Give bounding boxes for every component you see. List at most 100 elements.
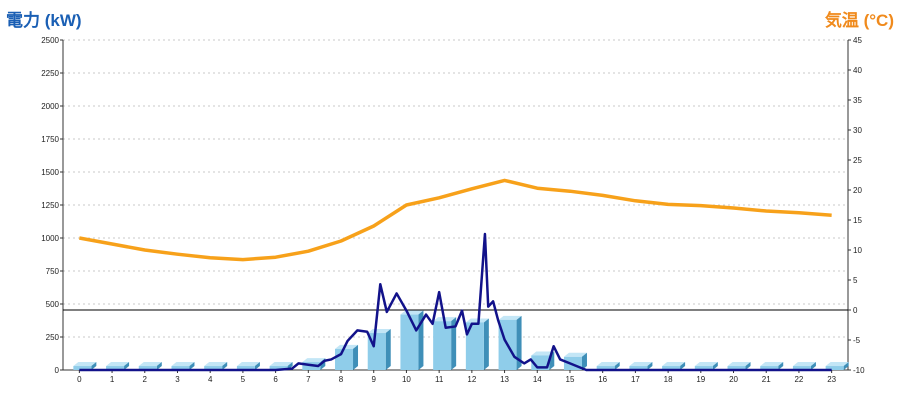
right-tick-label: 15 bbox=[853, 216, 862, 225]
x-tick-label: 17 bbox=[631, 375, 640, 384]
left-tick-label: 1000 bbox=[41, 234, 59, 243]
left-tick-label: 1500 bbox=[41, 168, 59, 177]
power-bar-side bbox=[156, 362, 162, 370]
left-tick-label: 1750 bbox=[41, 135, 59, 144]
power-bar-side bbox=[843, 362, 849, 370]
x-tick-label: 0 bbox=[77, 375, 82, 384]
power-bar bbox=[171, 366, 190, 370]
x-tick-label: 9 bbox=[372, 375, 377, 384]
power-bar-top bbox=[465, 318, 489, 323]
power-bar bbox=[662, 366, 681, 370]
power-bar-side bbox=[353, 344, 359, 370]
power-bar-side bbox=[124, 362, 130, 370]
x-tick-label: 11 bbox=[435, 375, 444, 384]
power-bar-side bbox=[91, 362, 97, 370]
power-bar-side bbox=[189, 362, 195, 370]
power-bar-top bbox=[138, 362, 162, 367]
power-bar-top bbox=[171, 362, 195, 367]
right-tick-label: 45 bbox=[853, 36, 862, 45]
power-bar-side bbox=[745, 362, 751, 370]
power-bar-side bbox=[451, 317, 457, 370]
right-tick-label: 20 bbox=[853, 186, 862, 195]
power-bar bbox=[204, 366, 223, 370]
power-bar bbox=[760, 366, 779, 370]
left-tick-label: 500 bbox=[46, 300, 60, 309]
x-tick-label: 20 bbox=[729, 375, 738, 384]
x-tick-label: 16 bbox=[598, 375, 607, 384]
power-bar-top bbox=[727, 362, 751, 367]
power-line bbox=[79, 232, 832, 372]
x-tick-label: 4 bbox=[208, 375, 213, 384]
power-bar-top bbox=[498, 315, 522, 320]
power-bar bbox=[138, 366, 157, 370]
x-tick-label: 3 bbox=[175, 375, 180, 384]
power-bar bbox=[433, 321, 452, 370]
power-bar-top bbox=[792, 362, 816, 367]
power-bar-side bbox=[385, 329, 391, 370]
power-bar-top bbox=[662, 362, 686, 367]
power-bar-top bbox=[629, 362, 653, 367]
power-bar-side bbox=[778, 362, 784, 370]
right-tick-label: 10 bbox=[853, 246, 862, 255]
power-bar-top bbox=[694, 362, 718, 367]
x-tick-label: 21 bbox=[762, 375, 771, 384]
x-tick-label: 7 bbox=[306, 375, 311, 384]
power-bar bbox=[727, 366, 746, 370]
power-bar-top bbox=[531, 351, 555, 356]
power-bar-top bbox=[563, 352, 587, 357]
left-tick-label: 250 bbox=[46, 333, 60, 342]
power-bar-side bbox=[581, 352, 587, 370]
power-bar-side bbox=[483, 318, 489, 370]
power-bar-side bbox=[810, 362, 816, 370]
power-bar bbox=[465, 322, 484, 370]
power-bar bbox=[400, 314, 419, 370]
left-tick-label: 2250 bbox=[41, 69, 59, 78]
power-bar-side bbox=[712, 362, 718, 370]
power-bar-side bbox=[680, 362, 686, 370]
x-tick-label: 8 bbox=[339, 375, 344, 384]
power-bar-side bbox=[647, 362, 653, 370]
right-tick-label: 5 bbox=[853, 276, 858, 285]
right-tick-label: 25 bbox=[853, 156, 862, 165]
right-tick-label: 0 bbox=[853, 306, 858, 315]
power-bar-top bbox=[760, 362, 784, 367]
power-bar-top bbox=[106, 362, 130, 367]
right-tick-label: 30 bbox=[853, 126, 862, 135]
right-axis-title: 気温 (°C) bbox=[824, 11, 894, 30]
power-bar bbox=[629, 366, 648, 370]
right-tick-label: -5 bbox=[853, 336, 861, 345]
x-tick-label: 18 bbox=[664, 375, 673, 384]
power-bar bbox=[106, 366, 125, 370]
power-bar bbox=[596, 366, 615, 370]
x-tick-label: 15 bbox=[566, 375, 575, 384]
power-bar-side bbox=[614, 362, 620, 370]
x-tick-label: 10 bbox=[402, 375, 411, 384]
x-tick-label: 5 bbox=[241, 375, 246, 384]
power-bar-side bbox=[222, 362, 228, 370]
left-tick-label: 0 bbox=[55, 366, 60, 375]
power-bar-top bbox=[204, 362, 228, 367]
left-tick-label: 2500 bbox=[41, 36, 59, 45]
temperature-line bbox=[79, 178, 832, 262]
left-tick-label: 750 bbox=[46, 267, 60, 276]
power-bar-side bbox=[254, 362, 260, 370]
x-tick-label: 12 bbox=[467, 375, 476, 384]
x-tick-label: 14 bbox=[533, 375, 542, 384]
power-bar bbox=[335, 348, 354, 370]
right-tick-label: -10 bbox=[853, 366, 865, 375]
power-bar-top bbox=[302, 358, 326, 363]
power-bar-top bbox=[825, 362, 849, 367]
power-bar bbox=[694, 366, 713, 370]
right-tick-label: 35 bbox=[853, 96, 862, 105]
power-bar bbox=[825, 366, 844, 370]
x-tick-label: 23 bbox=[827, 375, 836, 384]
power-bar bbox=[792, 366, 811, 370]
power-bar bbox=[269, 366, 288, 370]
right-tick-label: 40 bbox=[853, 66, 862, 75]
power-bar-top bbox=[269, 362, 293, 367]
power-bar-top bbox=[73, 362, 97, 367]
x-tick-label: 19 bbox=[696, 375, 705, 384]
left-axis-title: 電力 (kW) bbox=[6, 11, 82, 30]
power-bar-top bbox=[367, 329, 391, 334]
